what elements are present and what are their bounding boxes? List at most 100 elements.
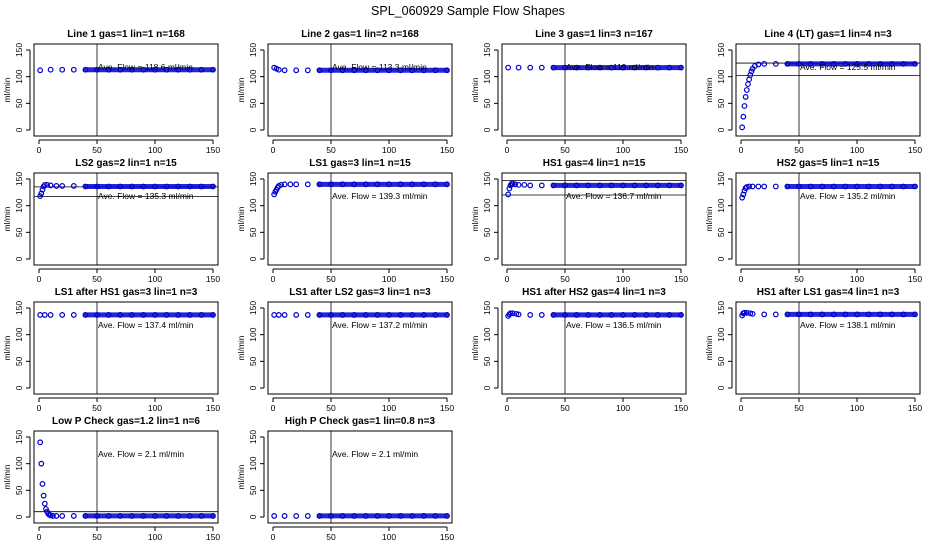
- data-point: [507, 310, 514, 317]
- x-tick-label: 150: [206, 145, 220, 155]
- data-point: [741, 309, 748, 316]
- y-tick-label: 150: [482, 301, 492, 315]
- panel: HS1 after LS1 gas=4 lin=1 n=3 0 50 100 150 0 5…: [704, 287, 922, 413]
- data-point: [527, 312, 534, 318]
- x-tick-label: 100: [616, 403, 630, 413]
- data-point: [293, 181, 300, 188]
- data-point: [37, 439, 44, 446]
- data-point: [43, 506, 49, 512]
- x-tick-label: 150: [440, 403, 454, 413]
- data-point: [761, 311, 768, 318]
- data-point: [293, 513, 300, 519]
- x-tick-label: 0: [37, 532, 42, 540]
- x-tick-label: 150: [674, 145, 688, 155]
- y-axis-label: ml/min: [236, 206, 246, 231]
- data-point: [506, 311, 513, 318]
- data-point: [281, 513, 288, 519]
- data-point: [304, 513, 311, 519]
- y-tick-label: 50: [14, 356, 24, 366]
- y-tick-label: 100: [248, 456, 258, 470]
- x-tick-label: 150: [440, 274, 454, 284]
- x-tick-label: 0: [271, 403, 276, 413]
- y-axis-label: ml/min: [2, 335, 12, 360]
- x-tick-label: 50: [92, 274, 102, 284]
- ave-flow-annotation: Ave. Flow = 125.5 ml/min: [800, 62, 896, 72]
- data-point: [37, 193, 44, 199]
- y-axis-label: ml/min: [704, 335, 714, 360]
- y-tick-label: 150: [482, 172, 492, 186]
- panel-title: LS1 after HS1 gas=3 lin=1 n=3: [55, 287, 198, 298]
- panel: Line 1 gas=1 lin=1 n=168 0 50 100 150 0 50 100 1…: [2, 29, 220, 155]
- x-tick-label: 50: [326, 274, 336, 284]
- ave-flow-annotation: Ave. Flow = 135.3 ml/min: [98, 191, 194, 201]
- y-tick-label: 50: [14, 485, 24, 495]
- data-point: [271, 191, 278, 198]
- panel-title: HS1 gas=4 lin=1 n=15: [543, 158, 646, 169]
- ave-flow-annotation: Ave. Flow = 135.2 ml/min: [800, 191, 896, 201]
- y-tick-label: 0: [716, 127, 726, 132]
- data-point: [515, 181, 522, 188]
- data-point: [739, 124, 746, 131]
- x-tick-label: 50: [794, 145, 804, 155]
- x-tick-label: 50: [794, 274, 804, 284]
- data-point: [513, 310, 520, 317]
- data-point: [761, 60, 768, 67]
- plot-frame: [267, 430, 453, 524]
- panel-title: Low P Check gas=1.2 lin=1 n=6: [52, 416, 200, 427]
- data-point: [70, 66, 77, 73]
- y-tick-label: 100: [248, 327, 258, 341]
- data-point: [739, 194, 746, 201]
- data-point: [70, 513, 77, 519]
- y-tick-label: 0: [248, 514, 258, 519]
- data-point: [538, 312, 545, 318]
- y-tick-label: 50: [248, 98, 258, 108]
- y-tick-label: 0: [248, 385, 258, 390]
- y-tick-label: 100: [482, 198, 492, 212]
- data-point: [287, 181, 294, 188]
- y-tick-label: 100: [14, 456, 24, 470]
- x-tick-label: 50: [560, 145, 570, 155]
- data-point: [70, 312, 77, 318]
- y-tick-label: 100: [248, 69, 258, 83]
- data-point: [748, 68, 755, 75]
- y-axis-label: ml/min: [470, 206, 480, 231]
- x-tick-label: 100: [616, 274, 630, 284]
- x-tick-label: 0: [271, 532, 276, 540]
- data-point: [281, 181, 288, 188]
- panel-title: HS2 gas=5 lin=1 n=15: [777, 158, 880, 169]
- x-tick-label: 100: [850, 403, 864, 413]
- y-axis-label: ml/min: [470, 77, 480, 102]
- data-point: [39, 481, 46, 487]
- panel-title: High P Check gas=1 lin=0.8 n=3: [285, 416, 436, 427]
- x-tick-label: 100: [148, 145, 162, 155]
- data-point: [538, 64, 545, 71]
- x-tick-label: 0: [505, 145, 510, 155]
- x-tick-label: 150: [206, 403, 220, 413]
- panel-title: Line 2 gas=1 lin=2 n=168: [301, 29, 419, 40]
- plot-frame: [33, 172, 219, 266]
- x-tick-label: 0: [37, 145, 42, 155]
- data-point: [53, 183, 60, 189]
- panel: LS2 gas=2 lin=1 n=15 0 50 100 150 0 50 100 150 ml…: [2, 158, 220, 284]
- panel-title: LS1 gas=3 lin=1 n=15: [309, 158, 411, 169]
- ave-flow-annotation: Ave. Flow = 119 ml/min: [566, 62, 654, 72]
- data-point: [59, 513, 66, 519]
- y-tick-label: 0: [482, 127, 492, 132]
- y-tick-label: 0: [482, 385, 492, 390]
- figure-title: SPL_060929 Sample Flow Shapes: [371, 4, 565, 18]
- y-tick-label: 50: [716, 227, 726, 237]
- data-point: [47, 182, 54, 189]
- data-point: [505, 191, 512, 198]
- ave-flow-annotation: Ave. Flow = 2.1 ml/min: [98, 449, 184, 459]
- data-point: [47, 66, 54, 73]
- panel-title: Line 3 gas=1 lin=3 n=167: [535, 29, 653, 40]
- plot-frame: [33, 43, 219, 137]
- data-point: [278, 181, 285, 188]
- x-tick-label: 150: [206, 532, 220, 540]
- data-point: [755, 61, 762, 68]
- plot-frame: [267, 301, 453, 395]
- plot-frame: [267, 43, 453, 137]
- y-tick-label: 150: [716, 301, 726, 315]
- x-tick-label: 100: [148, 274, 162, 284]
- data-point: [47, 512, 54, 519]
